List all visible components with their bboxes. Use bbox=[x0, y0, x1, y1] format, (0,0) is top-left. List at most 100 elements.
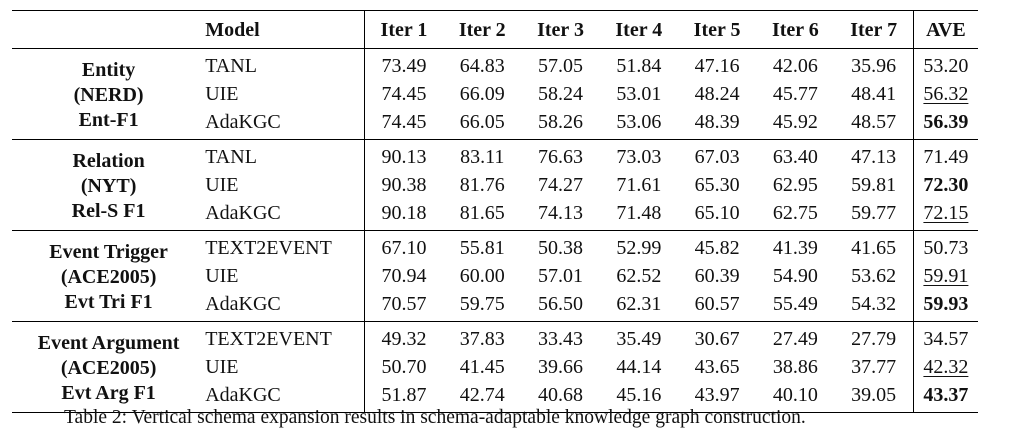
table-row: UIE 90.38 81.76 74.27 71.61 65.30 62.95 59.81 72… bbox=[12, 171, 978, 199]
ave-value: 42.32 bbox=[923, 356, 969, 378]
iter-value-cell: 50.70 bbox=[363, 353, 444, 381]
model-name-cell: UIE bbox=[205, 356, 239, 378]
table-row: Relation (NYT) Rel-S F1 TANL 90.13 83.11 76.63… bbox=[12, 139, 978, 222]
model-name-cell: AdaKGC bbox=[205, 111, 281, 133]
iter-value-cell: 71.48 bbox=[616, 202, 662, 224]
iter-value-cell: 70.94 bbox=[363, 262, 444, 290]
ave-value: 50.73 bbox=[923, 237, 969, 259]
iter-value-cell: 35.96 bbox=[851, 55, 897, 77]
model-name-cell: UIE bbox=[205, 265, 239, 287]
ave-value-cell: 56.32 bbox=[912, 80, 978, 108]
task-group: Relation (NYT) Rel-S F1 TANL 90.13 83.11 76.63… bbox=[12, 139, 978, 231]
iter-value-cell: 67.03 bbox=[694, 146, 740, 168]
iter-value-cell: 62.52 bbox=[616, 265, 662, 287]
iter-value-cell: 74.45 bbox=[363, 80, 444, 108]
iter-value-cell: 59.81 bbox=[851, 174, 897, 196]
iter-value-cell: 48.41 bbox=[851, 83, 897, 105]
iter-value-cell: 43.97 bbox=[694, 384, 740, 406]
iter-value-cell: 74.13 bbox=[538, 202, 584, 224]
iter-value-cell: 58.26 bbox=[538, 111, 584, 133]
model-column-header: Model bbox=[205, 18, 260, 41]
iter-column-header: Iter 4 bbox=[615, 18, 663, 41]
iter-value-cell: 57.05 bbox=[538, 55, 584, 77]
iter-value-cell: 54.90 bbox=[772, 265, 818, 287]
ave-value: 56.32 bbox=[923, 83, 969, 105]
task-label: Event Trigger (ACE2005) Evt Tri F1 bbox=[12, 231, 205, 322]
task-label: Entity (NERD) Ent-F1 bbox=[12, 49, 205, 140]
task-group: Event Argument (ACE2005) Evt Arg F1 TEXT2EV… bbox=[12, 321, 978, 413]
ave-value: 59.91 bbox=[923, 265, 969, 287]
iter-value-cell: 56.50 bbox=[538, 293, 584, 315]
iter-value-cell: 55.81 bbox=[459, 237, 505, 259]
header-row: Model Iter 1 Iter 2 Iter 3 Iter 4 Iter 5… bbox=[12, 10, 978, 49]
iter-value-cell: 37.77 bbox=[851, 356, 897, 378]
iter-value-cell: 48.24 bbox=[694, 83, 740, 105]
table-row: AdaKGC 74.45 66.05 58.26 53.06 48.39 45.92 48.5… bbox=[12, 108, 978, 140]
task-label-line: (NERD) bbox=[73, 84, 144, 106]
ave-value-cell: 50.73 bbox=[912, 230, 978, 262]
iter-value-cell: 63.40 bbox=[772, 146, 818, 168]
iter-value-cell: 64.83 bbox=[459, 55, 505, 77]
table-row: AdaKGC 70.57 59.75 56.50 62.31 60.57 55.49 54.3… bbox=[12, 290, 978, 322]
ave-value-cell: 43.37 bbox=[912, 381, 978, 413]
iter-value-cell: 41.39 bbox=[772, 237, 818, 259]
iter-value-cell: 35.49 bbox=[616, 328, 662, 350]
iter-value-cell: 81.65 bbox=[459, 202, 505, 224]
ave-value-cell: 53.20 bbox=[912, 48, 978, 80]
task-label-line: Entity bbox=[81, 59, 136, 81]
model-name-cell: AdaKGC bbox=[205, 202, 281, 224]
iter-value-cell: 66.09 bbox=[459, 83, 505, 105]
iter-column-header: Iter 3 bbox=[537, 18, 584, 41]
iter-value-cell: 66.05 bbox=[459, 111, 505, 133]
iter-value-cell: 27.49 bbox=[772, 328, 818, 350]
iter-column-header: Iter 7 bbox=[850, 18, 898, 41]
iter-value-cell: 37.83 bbox=[459, 328, 505, 350]
table-caption: Table 2: Vertical schema expansion resul… bbox=[64, 407, 806, 428]
ave-value-cell: 72.30 bbox=[912, 171, 978, 199]
ave-value: 34.57 bbox=[923, 328, 969, 350]
iter-value-cell: 51.87 bbox=[363, 381, 444, 413]
table-row: Event Argument (ACE2005) Evt Arg F1 TEXT2EV… bbox=[12, 321, 978, 404]
iter-value-cell: 65.10 bbox=[694, 202, 740, 224]
iter-value-cell: 53.62 bbox=[851, 265, 897, 287]
iter-value-cell: 39.05 bbox=[851, 384, 897, 406]
table-row: AdaKGC 90.18 81.65 74.13 71.48 65.10 62.75 59.7… bbox=[12, 199, 978, 231]
ave-value-cell: 72.15 bbox=[912, 199, 978, 231]
iter-value-cell: 33.43 bbox=[538, 328, 584, 350]
iter-value-cell: 50.38 bbox=[538, 237, 584, 259]
iter-value-cell: 73.49 bbox=[363, 48, 444, 80]
task-column-header bbox=[12, 11, 205, 49]
iter-value-cell: 42.06 bbox=[772, 55, 818, 77]
task-label: Relation (NYT) Rel-S F1 bbox=[12, 140, 205, 231]
iter-value-cell: 43.65 bbox=[694, 356, 740, 378]
iter-value-cell: 53.06 bbox=[616, 111, 662, 133]
iter-value-cell: 60.57 bbox=[694, 293, 740, 315]
ave-value: 72.15 bbox=[923, 202, 969, 224]
results-table: Model Iter 1 Iter 2 Iter 3 Iter 4 Iter 5… bbox=[12, 10, 978, 413]
ave-value: 59.93 bbox=[923, 293, 969, 315]
model-name-cell: AdaKGC bbox=[205, 384, 281, 406]
iter-value-cell: 59.75 bbox=[459, 293, 505, 315]
ave-value-cell: 34.57 bbox=[912, 321, 978, 353]
iter-value-cell: 47.16 bbox=[694, 55, 740, 77]
ave-column-header: AVE bbox=[912, 10, 978, 49]
ave-value-cell: 42.32 bbox=[912, 353, 978, 381]
iter-value-cell: 39.66 bbox=[538, 356, 584, 378]
iter-value-cell: 67.10 bbox=[363, 230, 444, 262]
task-label-line: Evt Tri F1 bbox=[64, 291, 153, 313]
iter-value-cell: 40.10 bbox=[772, 384, 818, 406]
model-name-cell: UIE bbox=[205, 83, 239, 105]
iter-value-cell: 90.13 bbox=[363, 139, 444, 171]
ave-value: 56.39 bbox=[923, 111, 969, 133]
iter-value-cell: 81.76 bbox=[459, 174, 505, 196]
iter-value-cell: 48.39 bbox=[694, 111, 740, 133]
model-name-cell: TEXT2EVENT bbox=[205, 328, 332, 350]
table-row: Event Trigger (ACE2005) Evt Tri F1 TEXT2EVE… bbox=[12, 230, 978, 313]
task-label-line: Event Argument bbox=[37, 332, 180, 354]
iter-value-cell: 60.00 bbox=[459, 265, 505, 287]
iter-value-cell: 41.65 bbox=[851, 237, 897, 259]
iter-value-cell: 45.16 bbox=[616, 384, 662, 406]
iter-value-cell: 70.57 bbox=[363, 290, 444, 322]
iter-value-cell: 42.74 bbox=[459, 384, 505, 406]
